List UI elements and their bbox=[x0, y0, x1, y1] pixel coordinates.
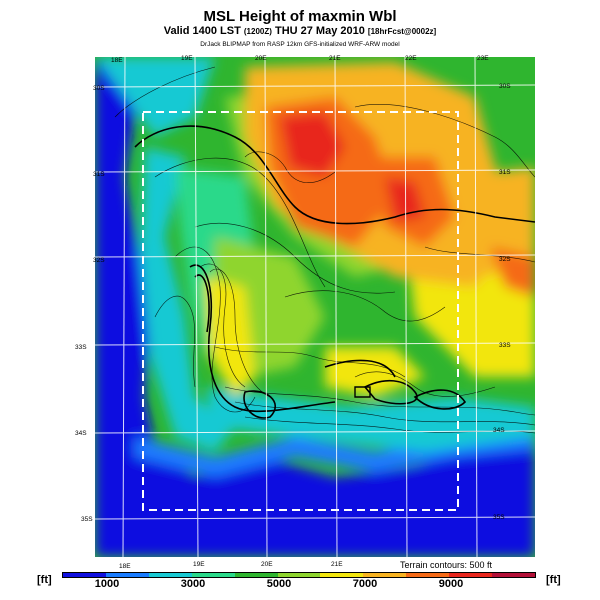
colorbar-swatch bbox=[277, 573, 321, 577]
forecast-tag: [18hrFcst@0002z] bbox=[367, 27, 437, 36]
colorbar-tick: 3000 bbox=[180, 578, 206, 590]
colorbar-swatch bbox=[148, 573, 192, 577]
lon-label-top: 19E bbox=[181, 55, 193, 62]
lon-label-bottom: 19E bbox=[193, 561, 205, 568]
colorbar-swatch bbox=[191, 573, 235, 577]
map-canvas bbox=[95, 57, 535, 557]
terrain-contours bbox=[114, 66, 535, 434]
colorbar-tick: 1000 bbox=[94, 578, 120, 590]
lon-label-bottom: 20E bbox=[261, 561, 273, 568]
terrain-contours-note: Terrain contours: 500 ft bbox=[400, 560, 493, 570]
lat-label-left: 31S bbox=[93, 171, 105, 178]
lat-label-right: 35S bbox=[493, 514, 505, 521]
lat-label-right: 31S bbox=[499, 169, 511, 176]
colorbar-swatch bbox=[320, 573, 364, 577]
lat-label-left: 35S bbox=[81, 516, 93, 523]
colorbar-unit-right: [ft] bbox=[546, 574, 561, 586]
colorbar-tick: 9000 bbox=[438, 578, 464, 590]
red-core-north bbox=[280, 112, 345, 177]
colorbar-swatch bbox=[105, 573, 149, 577]
major-contours bbox=[134, 125, 535, 419]
lon-label-top: 22E bbox=[405, 55, 417, 62]
utc-time: (1200Z) bbox=[243, 27, 272, 36]
colorbar-swatch bbox=[234, 573, 278, 577]
lon-label-top: 21E bbox=[329, 55, 341, 62]
orange-east bbox=[455, 167, 535, 277]
lon-label-bottom: 21E bbox=[331, 561, 343, 568]
colorbar-tick: 5000 bbox=[266, 578, 292, 590]
ocean-south bbox=[95, 437, 535, 557]
lon-label-top: 20E bbox=[255, 55, 267, 62]
forecast-map: 18E 19E 20E 21E 22E 23E 18E 19E 20E 21E … bbox=[75, 55, 535, 570]
lat-label-right: 32S bbox=[499, 256, 511, 263]
cyan-belt-south bbox=[205, 387, 535, 452]
colorbar-swatch bbox=[63, 573, 106, 577]
lat-label-right: 33S bbox=[499, 342, 511, 349]
lon-label-top: 23E bbox=[477, 55, 489, 62]
yellow-west bbox=[205, 277, 255, 397]
latlon-grid bbox=[95, 57, 535, 557]
lon-label-top: 18E bbox=[111, 57, 123, 64]
lat-label-left: 33S bbox=[75, 344, 87, 351]
cyan-belt-west bbox=[140, 147, 235, 452]
colorbar-swatch bbox=[406, 573, 450, 577]
model-credit: DrJack BLIPMAP from RASP 12km GFS-initia… bbox=[200, 41, 400, 48]
red-core-east bbox=[385, 177, 425, 222]
lon-label-bottom: 18E bbox=[119, 563, 131, 570]
lat-label-left: 30S bbox=[93, 85, 105, 92]
colorbar-swatch bbox=[492, 573, 535, 577]
colorbar-swatch bbox=[363, 573, 407, 577]
lat-label-right: 30S bbox=[499, 83, 511, 90]
colorbar bbox=[62, 572, 536, 578]
analysis-window bbox=[142, 111, 459, 511]
height-field bbox=[95, 57, 535, 557]
colorbar-swatch bbox=[449, 573, 493, 577]
lat-label-right: 34S bbox=[493, 427, 505, 434]
coastal-band bbox=[135, 427, 535, 477]
lat-label-left: 34S bbox=[75, 430, 87, 437]
colorbar-tick: 7000 bbox=[352, 578, 378, 590]
valid-time: Valid 1400 LST bbox=[163, 25, 241, 37]
map-title: MSL Height of maxmin Wbl bbox=[203, 8, 397, 25]
lat-label-left: 32S bbox=[93, 257, 105, 264]
colorbar-unit-left: [ft] bbox=[37, 574, 52, 586]
ocean-west bbox=[95, 57, 155, 447]
valid-date: THU 27 May 2010 bbox=[274, 25, 365, 37]
map-subtitle: Valid 1400 LST (1200Z) THU 27 May 2010 [… bbox=[0, 25, 600, 37]
